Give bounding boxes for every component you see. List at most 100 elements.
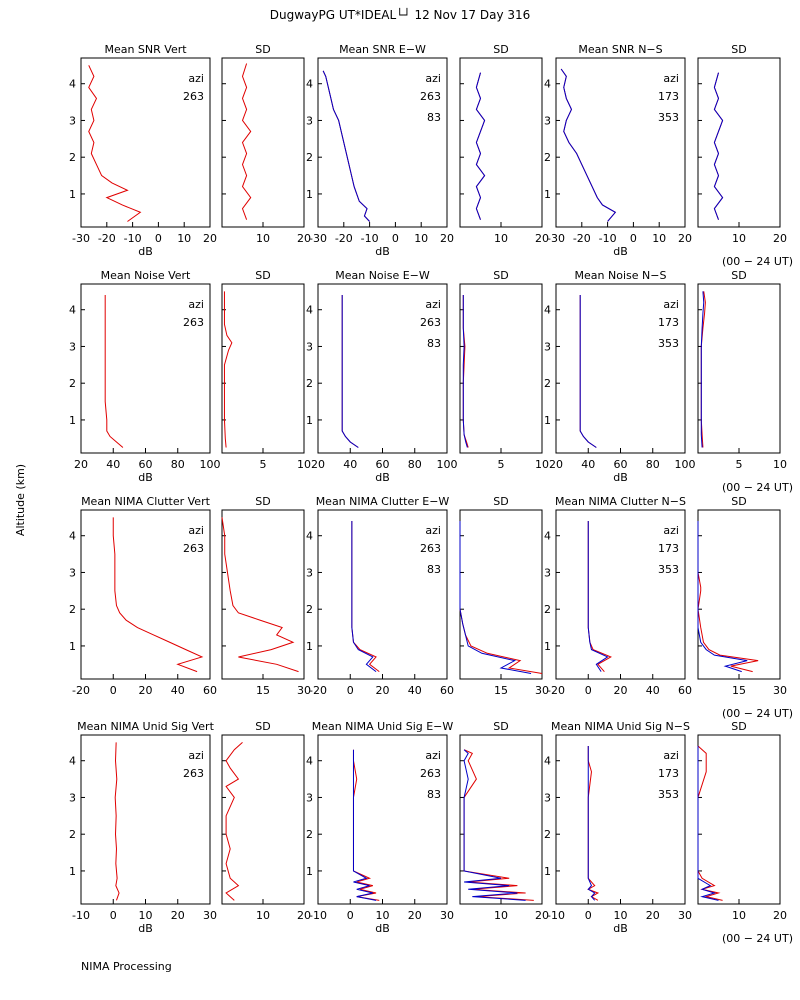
series-line-83 xyxy=(351,521,377,673)
panel-title: Mean NIMA Unid Sig Vert xyxy=(77,720,214,733)
y-tick-label: 1 xyxy=(306,640,313,653)
y-tick-label: 3 xyxy=(544,566,551,579)
series-line-83 xyxy=(475,72,486,220)
y-tick-label: 3 xyxy=(306,340,313,353)
series-line-173 xyxy=(697,521,759,673)
x-axis-label: dB xyxy=(138,922,153,935)
panel-title: Mean NIMA Clutter Vert xyxy=(81,495,211,508)
x-tick-label: 20 xyxy=(408,909,422,922)
legend-azi-label: azi xyxy=(425,524,441,537)
series-line-173 xyxy=(560,68,617,222)
y-tick-label: 2 xyxy=(544,603,551,616)
x-tick-label: 15 xyxy=(256,684,270,697)
panel-frame xyxy=(697,734,781,905)
panel-title: SD xyxy=(255,495,270,508)
y-tick-label: 1 xyxy=(306,188,313,201)
x-tick-label: -20 xyxy=(98,232,116,245)
series-line-263 xyxy=(241,63,252,220)
series-line-173 xyxy=(579,295,597,448)
x-tick-label: 20 xyxy=(549,458,563,471)
x-tick-label: 20 xyxy=(535,909,549,922)
legend-azi-label: azi xyxy=(663,524,679,537)
panel-title: Mean NIMA Unid Sig N−S xyxy=(551,720,690,733)
x-tick-label: 80 xyxy=(646,458,660,471)
x-tick-label: 0 xyxy=(155,232,162,245)
series-line-263 xyxy=(351,521,380,673)
x-tick-label: 10 xyxy=(494,909,508,922)
x-tick-label: 10 xyxy=(256,232,270,245)
y-tick-label: 2 xyxy=(544,151,551,164)
legend-azi-label: azi xyxy=(188,72,204,85)
legend-azi-label: azi xyxy=(188,524,204,537)
y-axis-label: Altitude (km) xyxy=(14,464,27,536)
y-tick-label: 2 xyxy=(544,377,551,390)
x-tick-label: 0 xyxy=(585,684,592,697)
panel-frame xyxy=(80,57,211,228)
x-tick-label: 20 xyxy=(773,909,787,922)
y-tick-label: 3 xyxy=(69,340,76,353)
x-tick-label: 20 xyxy=(297,909,311,922)
legend-entry: 263 xyxy=(183,542,204,555)
legend-azi-label: azi xyxy=(663,72,679,85)
y-tick-label: 2 xyxy=(306,377,313,390)
x-tick-label: 20 xyxy=(646,909,660,922)
x-tick-label: 40 xyxy=(171,684,185,697)
x-tick-label: 0 xyxy=(585,909,592,922)
legend-azi-label: azi xyxy=(425,72,441,85)
panel-frame xyxy=(317,57,448,228)
series-line-263 xyxy=(104,295,124,448)
x-tick-label: 10 xyxy=(494,232,508,245)
panel-title: Mean Noise N−S xyxy=(575,269,667,282)
x-tick-label: -10 xyxy=(361,232,379,245)
y-tick-label: 1 xyxy=(69,865,76,878)
x-tick-label: 20 xyxy=(535,232,549,245)
x-axis-label: dB xyxy=(613,245,628,258)
series-line-83 xyxy=(463,749,526,901)
y-tick-label: 4 xyxy=(69,530,76,543)
x-tick-label: 10 xyxy=(139,909,153,922)
time-note: (00 − 24 UT) xyxy=(722,707,793,720)
panel-title: Mean Noise E−W xyxy=(335,269,430,282)
y-tick-label: 1 xyxy=(544,865,551,878)
y-tick-label: 3 xyxy=(544,791,551,804)
y-tick-label: 1 xyxy=(69,414,76,427)
legend-azi-label: azi xyxy=(188,298,204,311)
x-tick-label: 100 xyxy=(200,458,221,471)
series-line-353 xyxy=(587,521,609,672)
legend-entry: 353 xyxy=(658,788,679,801)
panel-title: SD xyxy=(255,720,270,733)
x-tick-label: 5 xyxy=(498,458,505,471)
panel-title: Mean NIMA Unid Sig E−W xyxy=(312,720,454,733)
x-tick-label: 20 xyxy=(376,684,390,697)
y-tick-label: 3 xyxy=(69,114,76,127)
panel-frame xyxy=(555,57,686,228)
x-tick-label: -10 xyxy=(124,232,142,245)
x-tick-label: -20 xyxy=(573,232,591,245)
legend-entry: 263 xyxy=(183,316,204,329)
time-note: (00 − 24 UT) xyxy=(722,932,793,945)
series-line-353 xyxy=(560,68,617,222)
x-tick-label: 10 xyxy=(376,909,390,922)
series-line-263 xyxy=(463,749,534,901)
x-tick-label: 100 xyxy=(675,458,696,471)
panel-title: SD xyxy=(255,43,270,56)
legend-entry: 173 xyxy=(658,542,679,555)
y-tick-label: 1 xyxy=(544,640,551,653)
x-tick-label: 15 xyxy=(494,684,508,697)
x-tick-label: 20 xyxy=(171,909,185,922)
x-tick-label: 20 xyxy=(311,458,325,471)
legend-entry: 263 xyxy=(420,90,441,103)
panel-title: SD xyxy=(731,269,746,282)
legend-entry: 353 xyxy=(658,563,679,576)
x-axis-label: dB xyxy=(613,922,628,935)
panel-frame xyxy=(221,509,305,680)
x-tick-label: -10 xyxy=(547,909,565,922)
y-tick-label: 4 xyxy=(544,755,551,768)
x-tick-label: 40 xyxy=(408,684,422,697)
series-line-83 xyxy=(462,295,468,448)
y-tick-label: 1 xyxy=(544,414,551,427)
x-tick-label: 30 xyxy=(773,684,787,697)
x-axis-label: dB xyxy=(138,471,153,484)
legend-entry: 353 xyxy=(658,111,679,124)
series-line-83 xyxy=(459,521,532,674)
